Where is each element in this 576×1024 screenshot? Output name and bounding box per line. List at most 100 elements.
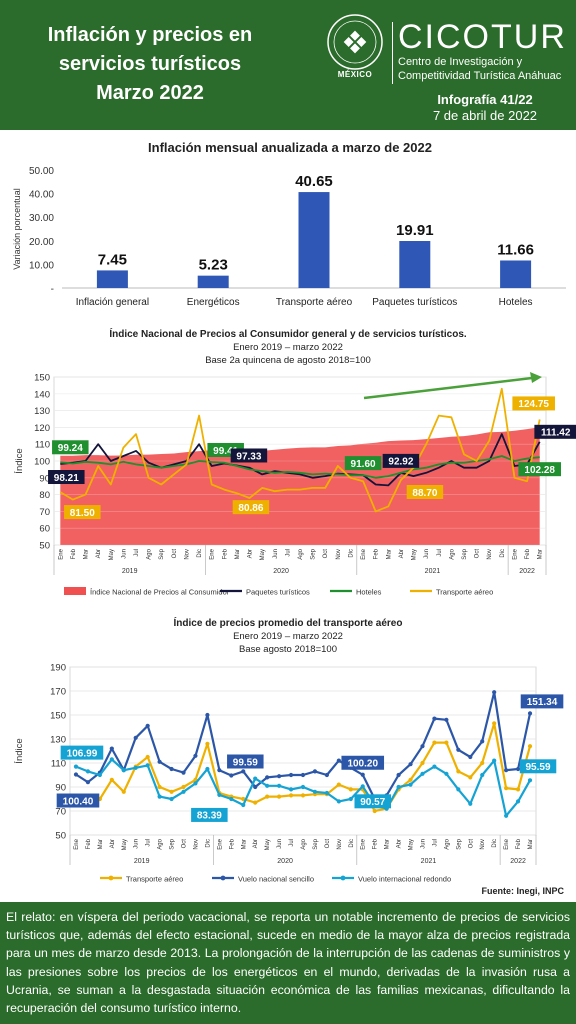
point-series-2 xyxy=(480,772,485,778)
point-series-1 xyxy=(492,690,497,695)
point-series-0 xyxy=(241,796,246,802)
point-series-0 xyxy=(288,793,294,798)
point-series-1 xyxy=(205,712,210,718)
ytick-label: 130 xyxy=(50,735,66,746)
month-label: Ene xyxy=(361,838,367,849)
point-series-2 xyxy=(432,764,437,769)
ytick-label: 140 xyxy=(34,389,50,400)
bar-chart-ytick: 20.00 xyxy=(29,237,54,248)
bar-value-label: 7.45 xyxy=(98,251,127,268)
data-label-box xyxy=(406,484,444,499)
point-series-1 xyxy=(253,784,258,790)
bar-chart-ytick: 50.00 xyxy=(29,166,54,177)
month-label: Abr xyxy=(397,839,403,848)
line-series-1 xyxy=(75,691,532,801)
point-series-0 xyxy=(515,787,521,792)
month-label: Jul xyxy=(285,549,291,557)
data-label-box xyxy=(52,440,89,455)
month-label: Feb xyxy=(222,548,228,559)
legend-marker xyxy=(108,875,114,881)
point-series-0 xyxy=(420,760,425,766)
bar-category-label: Transporte aéreo xyxy=(276,297,353,308)
point-series-1 xyxy=(169,766,174,772)
data-label: 98.21 xyxy=(54,473,79,484)
data-label: 90.57 xyxy=(360,797,385,808)
seal-caption: MÉXICO xyxy=(337,70,373,79)
legend-label: Transporte aéreo xyxy=(126,875,183,884)
month-label: Dic xyxy=(349,839,355,848)
month-label: Jun xyxy=(273,549,279,559)
month-label: Feb xyxy=(374,548,380,559)
data-label-box xyxy=(341,755,385,770)
point-series-2 xyxy=(468,801,473,806)
month-label: Jun xyxy=(420,839,426,849)
month-label: Ene xyxy=(210,548,216,559)
ytick-label: 110 xyxy=(51,759,66,770)
bar-value-label: 19.91 xyxy=(396,222,434,239)
month-label: Dic xyxy=(197,549,203,558)
month-label: Dic xyxy=(348,549,354,558)
point-series-1 xyxy=(300,772,306,778)
point-series-0 xyxy=(408,777,413,782)
legend-label: Vuelo internacional redondo xyxy=(358,875,451,884)
month-label: Ene xyxy=(217,838,223,849)
point-series-2 xyxy=(277,783,282,788)
data-label-box xyxy=(48,470,85,485)
month-label: Jul xyxy=(432,839,438,847)
month-label: Feb xyxy=(71,548,77,559)
point-series-1 xyxy=(420,744,425,749)
point-series-2 xyxy=(504,813,509,818)
legend-label: Vuelo nacional sencillo xyxy=(238,875,314,884)
ytick-label: 190 xyxy=(50,663,66,674)
ytick-label: 90 xyxy=(39,473,50,484)
trend-arrow-head-icon xyxy=(530,372,542,383)
bar-category-label: Inflación general xyxy=(76,297,149,308)
data-label: 124.75 xyxy=(518,399,549,410)
month-label: Ago xyxy=(147,548,153,559)
point-series-0 xyxy=(253,800,258,805)
trend-arrow-line xyxy=(363,376,533,400)
data-label-box xyxy=(519,759,557,774)
point-series-0 xyxy=(527,744,533,749)
point-series-1 xyxy=(157,759,162,764)
point-series-0 xyxy=(277,794,282,799)
point-series-0 xyxy=(300,793,306,798)
bar-2 xyxy=(298,192,330,288)
point-series-0 xyxy=(265,794,270,799)
bar-0 xyxy=(96,270,128,288)
year-label: 2021 xyxy=(425,568,441,575)
point-series-1 xyxy=(217,768,222,773)
month-label: Oct xyxy=(468,839,474,849)
point-series-1 xyxy=(193,753,198,758)
data-label-box xyxy=(344,456,382,471)
data-label: 99.24 xyxy=(58,443,83,454)
bar-3 xyxy=(399,241,431,288)
point-series-2 xyxy=(444,771,449,776)
month-label: Oct xyxy=(475,549,481,559)
line-chart-ylabel: Índice xyxy=(14,738,25,763)
legend-swatch xyxy=(64,587,86,595)
data-label-box xyxy=(64,505,101,520)
point-series-2 xyxy=(97,772,102,778)
month-label: Sep xyxy=(159,548,165,559)
month-label: Nov xyxy=(336,549,342,560)
line-chart-title: Índice de precios promedio del transport… xyxy=(174,616,403,629)
footer-narrative: El relato: en víspera del periodo vacaci… xyxy=(0,902,576,1024)
month-label: Nov xyxy=(193,839,199,850)
month-label: Feb xyxy=(373,838,379,849)
bar-category-label: Hoteles xyxy=(499,297,533,308)
line-chart-title: Índice Nacional de Precios al Consumidor… xyxy=(109,327,467,340)
month-label: May xyxy=(265,839,271,850)
month-label: Jun xyxy=(121,549,127,559)
point-series-1 xyxy=(396,772,401,778)
data-label-box xyxy=(520,694,564,709)
bar-chart-ytick: 40.00 xyxy=(29,190,54,201)
point-series-1 xyxy=(277,774,282,779)
point-series-2 xyxy=(456,787,461,792)
point-series-2 xyxy=(217,792,222,798)
data-label-box xyxy=(227,754,264,769)
month-label: Ene xyxy=(512,548,518,559)
point-series-2 xyxy=(241,802,246,808)
line-chart-subtitle: Enero 2019 – marzo 2022 xyxy=(233,631,343,642)
bar-chart-ytick: 30.00 xyxy=(29,213,54,224)
